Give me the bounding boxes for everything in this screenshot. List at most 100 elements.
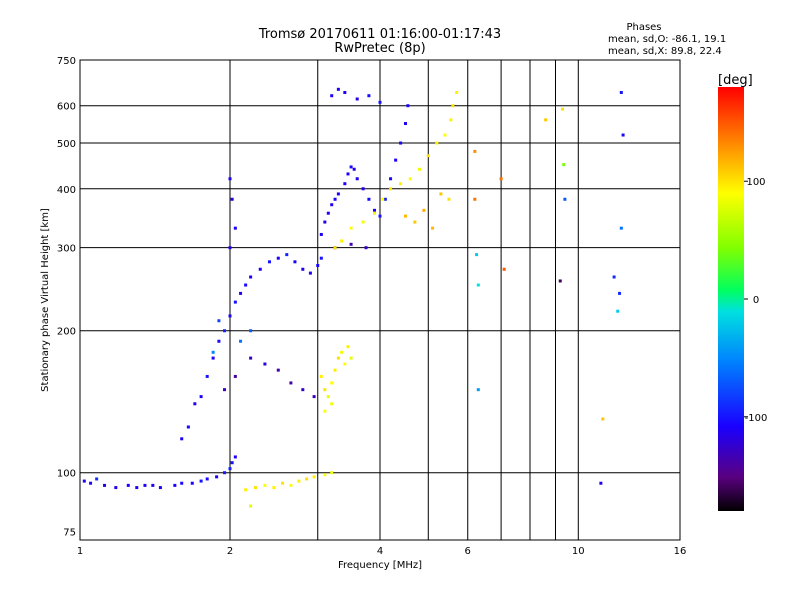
data-point	[473, 149, 477, 153]
data-point	[239, 291, 243, 295]
x-axis-label: Frequency [MHz]	[338, 560, 422, 571]
data-point	[621, 133, 625, 137]
data-point	[233, 300, 237, 304]
colorbar	[718, 87, 744, 511]
data-point	[301, 267, 305, 271]
y-axis-label: Stationary phase Virtual Height [km]	[40, 208, 51, 392]
data-point	[289, 483, 293, 487]
data-point	[258, 267, 262, 271]
data-point	[267, 260, 271, 264]
data-point	[223, 388, 227, 392]
data-point	[249, 329, 253, 333]
data-point	[319, 374, 323, 378]
data-point	[408, 177, 412, 181]
data-point	[253, 486, 257, 490]
data-point	[249, 504, 253, 508]
data-point	[228, 314, 232, 318]
data-point	[373, 208, 377, 212]
data-point	[158, 486, 162, 490]
data-point	[346, 345, 350, 349]
data-point	[228, 177, 232, 181]
x-tick-label: 6	[465, 546, 471, 557]
data-point	[333, 197, 337, 201]
data-point	[301, 388, 305, 392]
data-point	[336, 192, 340, 196]
data-point	[228, 467, 232, 471]
data-point	[95, 477, 99, 481]
data-point	[476, 388, 480, 392]
data-point	[502, 267, 506, 271]
data-point	[180, 481, 184, 485]
data-point	[285, 253, 289, 257]
data-point	[330, 471, 334, 475]
y-tick-label: 400	[57, 185, 76, 196]
plot-frame	[79, 59, 681, 541]
data-point	[373, 211, 377, 215]
data-point	[312, 395, 316, 399]
y-tick-label: 750	[57, 56, 76, 67]
data-point	[389, 187, 393, 191]
data-point	[180, 437, 184, 441]
data-point	[263, 362, 267, 366]
data-point	[114, 486, 118, 490]
data-point	[330, 94, 334, 98]
data-point	[126, 483, 130, 487]
x-tick-label: 10	[572, 546, 585, 557]
data-point	[312, 475, 316, 479]
data-point	[244, 488, 248, 492]
data-point	[217, 339, 221, 343]
data-point	[413, 220, 417, 224]
data-point	[308, 271, 312, 275]
data-point	[349, 242, 353, 246]
data-point	[352, 167, 356, 171]
data-point	[326, 395, 330, 399]
data-point	[199, 479, 203, 483]
data-point	[223, 471, 227, 475]
data-point	[190, 481, 194, 485]
data-point	[297, 479, 301, 483]
data-point	[336, 87, 340, 91]
data-point	[399, 182, 403, 186]
data-point	[228, 246, 232, 250]
data-point	[435, 141, 439, 145]
data-point	[449, 118, 453, 122]
data-point	[562, 163, 566, 167]
data-point	[205, 374, 209, 378]
data-point	[233, 374, 237, 378]
data-point	[151, 483, 155, 487]
data-point	[403, 122, 407, 126]
data-point	[230, 197, 234, 201]
data-point	[383, 197, 387, 201]
y-tick-label: 500	[57, 139, 76, 150]
data-point	[451, 104, 455, 108]
data-point	[389, 177, 393, 181]
data-point	[544, 118, 548, 122]
data-point	[355, 97, 359, 101]
y-tick-label: 75	[63, 528, 76, 539]
x-tick-label: 1	[77, 546, 83, 557]
data-point	[289, 381, 293, 385]
data-point	[135, 486, 139, 490]
data-point	[406, 104, 410, 108]
data-point	[378, 214, 382, 218]
data-point	[323, 220, 327, 224]
data-point	[394, 158, 398, 162]
colorbar-ticks: 100 0 -100	[744, 177, 767, 424]
data-point	[336, 356, 340, 360]
data-point	[173, 483, 177, 487]
y-tick-label: 100	[57, 469, 76, 480]
data-point	[618, 291, 622, 295]
data-point	[103, 483, 107, 487]
grid-lines	[80, 60, 680, 540]
data-point	[330, 381, 334, 385]
data-point	[417, 167, 421, 171]
data-point	[346, 172, 350, 176]
data-point	[319, 232, 323, 236]
stats-line-o: mean, sd,O: -86.1, 19.1	[608, 34, 726, 45]
data-point	[455, 90, 459, 94]
axis-ticks: 1 2 4 6 10 16 75 100 200 300 400 500 600 750	[57, 56, 686, 557]
data-point	[326, 211, 330, 215]
data-point	[199, 395, 203, 399]
data-point	[343, 182, 347, 186]
data-point	[82, 479, 86, 483]
